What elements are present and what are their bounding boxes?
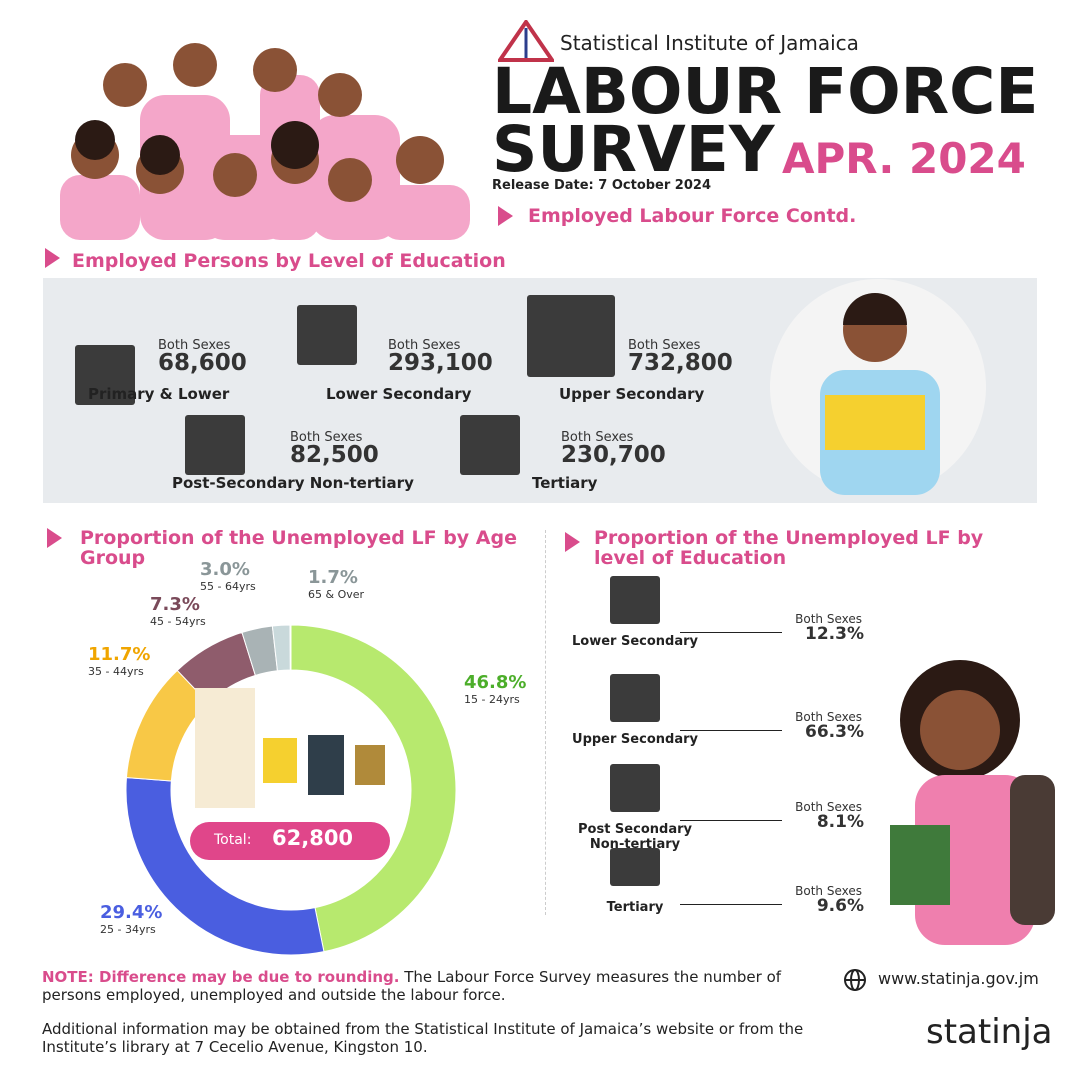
- employed-count: 293,100: [388, 350, 493, 376]
- person: [308, 735, 344, 795]
- marker: [47, 528, 62, 548]
- employed-count: 68,600: [158, 350, 247, 376]
- donut-segment: [290, 624, 457, 953]
- org-name: Statistical Institute of Jamaica: [560, 31, 859, 55]
- category-label: 15 - 24yrs: [464, 693, 520, 706]
- employed-count: 82,500: [290, 442, 379, 468]
- sex-label: Both Sexes: [158, 338, 231, 353]
- data-label: 46.8%: [464, 672, 526, 693]
- sex-label: Both Sexes: [795, 612, 862, 626]
- sex-label: Both Sexes: [795, 800, 862, 814]
- level-name: Primary & Lower: [88, 385, 230, 403]
- chart-title: Proportion of the Unemployed LF by Age G…: [80, 527, 517, 569]
- level-name: Lower Secondary: [571, 634, 698, 649]
- info: Additional information may be obtained f…: [42, 1020, 804, 1056]
- data-label: 7.3%: [150, 594, 200, 615]
- people-illustration: [60, 43, 470, 240]
- category-label: 55 - 64yrs: [200, 580, 256, 593]
- marker: [565, 532, 580, 552]
- door: [195, 688, 255, 808]
- share-value: 66.3%: [805, 722, 864, 742]
- title-line: SURVEY: [492, 113, 775, 186]
- category-label: 65 & Over: [308, 588, 365, 601]
- note-text: The Labour Force Survey measures the num…: [42, 968, 782, 1004]
- employed-count: 230,700: [561, 442, 666, 468]
- total-badge: [190, 822, 390, 860]
- category-label: 25 - 34yrs: [100, 923, 156, 936]
- category-label: 45 - 54yrs: [150, 615, 206, 628]
- connector: [680, 730, 782, 731]
- level-name: Upper Secondary: [572, 732, 698, 747]
- section-title: Employed Persons by Level of Education: [72, 250, 506, 272]
- icon: [610, 674, 660, 722]
- data-label: 3.0%: [200, 560, 250, 580]
- category-label: 35 - 44yrs: [88, 665, 144, 678]
- share-value: 8.1%: [816, 812, 864, 832]
- section-title: Proportion of the Unemployed LF by level…: [594, 527, 984, 569]
- employed-count: 732,800: [628, 350, 733, 376]
- sex-label: Both Sexes: [290, 430, 363, 445]
- icon: [75, 345, 135, 405]
- brand: statinja: [926, 1012, 1053, 1052]
- globe-icon: [844, 969, 866, 991]
- sex-label: Both Sexes: [795, 884, 862, 898]
- icon: [610, 576, 660, 624]
- sex-label: Both Sexes: [561, 430, 634, 445]
- icon: [460, 415, 520, 475]
- donut-chart: 46.8%15 - 24yrs 29.4%25 - 34yrs 11.7%35 - …: [88, 560, 526, 956]
- total-label: Total:: [214, 832, 252, 848]
- sex-label: Both Sexes: [388, 338, 461, 353]
- icon: [610, 848, 660, 886]
- data-label: 29.4%: [100, 902, 162, 923]
- student-illustration: [770, 279, 986, 495]
- level-name: Lower Secondary: [326, 385, 472, 403]
- chair: [355, 745, 385, 785]
- note: NOTE: Difference may be due to rounding.…: [42, 968, 812, 1004]
- website: www.statinja.gov.jm: [878, 969, 1039, 988]
- marker: [45, 248, 60, 268]
- connector: [680, 820, 782, 821]
- icon: [610, 764, 660, 812]
- logo: [498, 20, 554, 62]
- release-date: Release Date: 7 October 2024: [492, 178, 711, 193]
- connector: [680, 632, 782, 633]
- person: [263, 738, 297, 783]
- note-bold: NOTE: Difference may be due to rounding.: [42, 968, 400, 986]
- connector: [680, 904, 782, 905]
- data-label: 11.7%: [88, 644, 150, 665]
- sex-label: Both Sexes: [628, 338, 701, 353]
- total-value: 62,800: [272, 826, 354, 850]
- icon: [297, 305, 357, 365]
- marker: [498, 206, 513, 226]
- level-name: Tertiary: [532, 474, 598, 492]
- level-name: Post-Secondary Non-tertiary: [172, 474, 414, 492]
- section-title: Employed Labour Force Contd.: [528, 205, 857, 227]
- student-illustration: [890, 660, 1055, 945]
- icon: [527, 295, 615, 377]
- sex-label: Both Sexes: [795, 710, 862, 724]
- title-line: LABOUR FORCE: [492, 55, 1039, 128]
- donut-segment: [271, 624, 291, 672]
- data-label: 1.7%: [308, 567, 358, 588]
- share-value: 9.6%: [816, 896, 864, 916]
- level-name: Tertiary: [606, 900, 664, 915]
- period: APR. 2024: [782, 134, 1026, 183]
- share-value: 12.3%: [805, 624, 864, 644]
- level-name: Upper Secondary: [559, 385, 705, 403]
- divider: [545, 530, 547, 915]
- icon: [185, 415, 245, 475]
